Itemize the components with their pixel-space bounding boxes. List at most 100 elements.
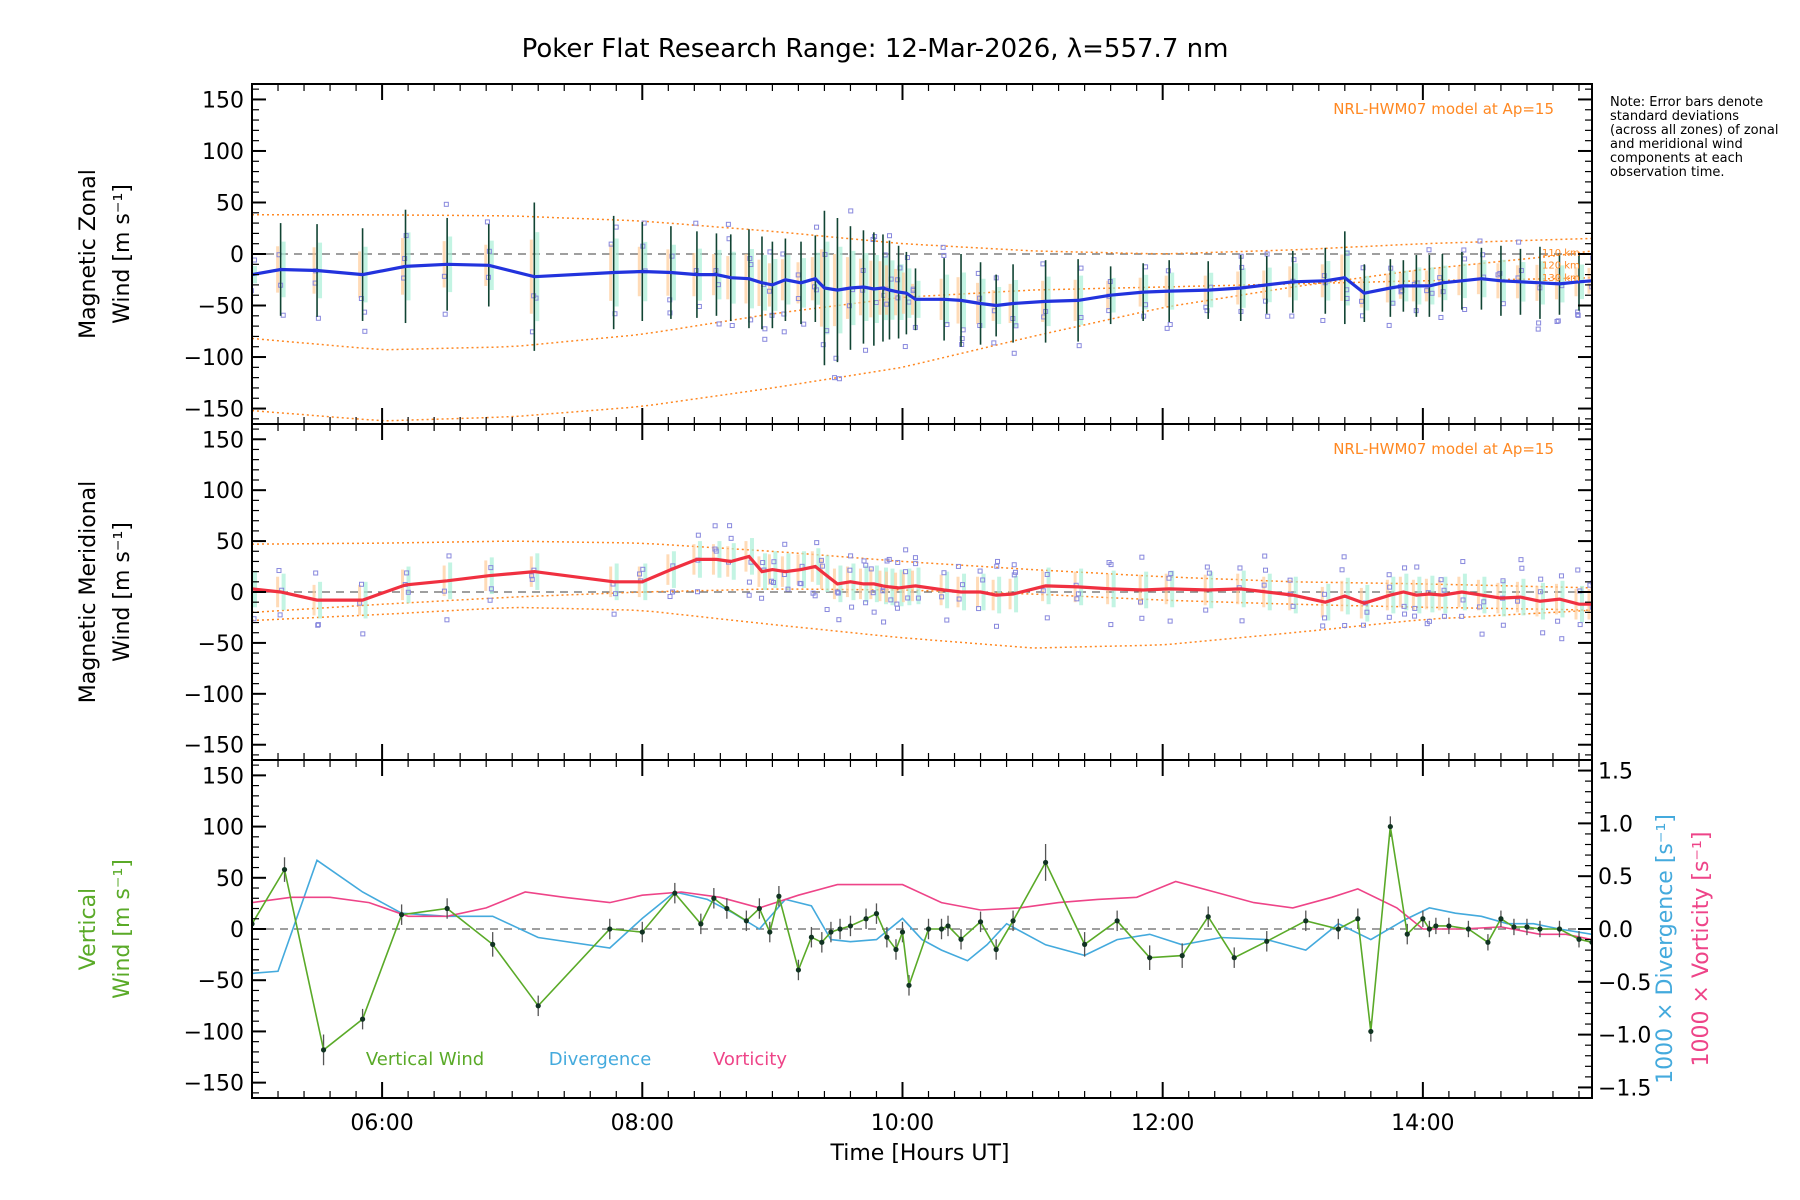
vertical-wind-point bbox=[1420, 916, 1426, 922]
zone-sample bbox=[959, 336, 965, 342]
zone-sample bbox=[1500, 622, 1506, 628]
zone-sample bbox=[1516, 239, 1522, 245]
zone-sample bbox=[1515, 598, 1521, 604]
y2-tick-label: 0.5 bbox=[1598, 865, 1633, 890]
zone-sample bbox=[913, 561, 919, 567]
zone-sample bbox=[1261, 582, 1267, 588]
zone-sample bbox=[887, 233, 893, 239]
vertical-wind-point bbox=[893, 946, 899, 953]
zone-sample bbox=[1290, 603, 1296, 609]
zone-sample bbox=[443, 201, 449, 207]
zone-sample bbox=[358, 296, 364, 302]
zone-sample bbox=[276, 568, 282, 574]
zone-sample bbox=[1078, 315, 1084, 321]
zone-sample bbox=[1386, 614, 1392, 620]
vertical-wind-point bbox=[1205, 914, 1211, 920]
legend-entry: Divergence bbox=[549, 1049, 652, 1070]
zone-sample bbox=[727, 523, 733, 529]
vertical-wind-point bbox=[1404, 931, 1410, 937]
zone-sample bbox=[895, 559, 901, 565]
zone-sample bbox=[1518, 557, 1524, 563]
zone-sample bbox=[993, 623, 999, 629]
vertical-wind-point bbox=[1524, 924, 1530, 930]
vertical-wind-point bbox=[1264, 938, 1270, 944]
zone-sample bbox=[712, 546, 718, 552]
zone-sample bbox=[1076, 343, 1082, 349]
zone-sample bbox=[613, 224, 619, 230]
vertical-wind-point bbox=[958, 936, 964, 942]
zone-sample bbox=[1589, 604, 1592, 610]
zone-sample bbox=[1044, 615, 1050, 621]
zone-sample bbox=[313, 570, 319, 576]
zone-sample bbox=[746, 592, 752, 598]
zone-sample bbox=[768, 578, 774, 584]
zone-sample bbox=[863, 600, 869, 606]
zone-sample bbox=[1341, 554, 1347, 560]
model-curve bbox=[252, 214, 1592, 255]
y-tick-label: 0 bbox=[230, 918, 244, 943]
zone-sample bbox=[1165, 268, 1171, 274]
zone-sample bbox=[801, 321, 807, 327]
x-tick-label: 06:00 bbox=[350, 1111, 413, 1136]
zone-sample bbox=[832, 375, 838, 381]
zone-sample bbox=[488, 565, 494, 571]
y-tick-label: 100 bbox=[202, 816, 244, 841]
panel-meridional: −150 −100 −50 0 50 100 150 Magnetic Meridional W… bbox=[76, 423, 1593, 761]
y-tick-label: 150 bbox=[202, 428, 244, 453]
zone-sample bbox=[1518, 268, 1524, 274]
vertical-wind-line bbox=[252, 826, 1592, 1052]
divergence-axis-title: 1000 × Divergence [s⁻¹] bbox=[1653, 814, 1678, 1084]
zone-sample bbox=[484, 219, 490, 225]
zone-sample bbox=[781, 329, 787, 335]
y2-tick-label: −0.5 bbox=[1598, 971, 1651, 996]
zone-sample bbox=[797, 580, 803, 586]
zone-sample bbox=[488, 586, 494, 592]
zone-sample bbox=[848, 553, 854, 559]
legend-entry: Vertical Wind bbox=[366, 1049, 484, 1070]
zone-sample bbox=[1412, 613, 1418, 619]
zone-sample bbox=[1012, 569, 1018, 575]
y-tick-label: 100 bbox=[202, 140, 244, 165]
vertical-wind-point bbox=[925, 926, 932, 932]
zone-sample bbox=[849, 604, 855, 610]
zone-sample bbox=[404, 570, 410, 576]
zone-sample bbox=[1402, 611, 1408, 617]
zone-sample bbox=[955, 563, 961, 569]
zone-sample bbox=[881, 619, 887, 625]
y-tick-label: 0 bbox=[230, 581, 244, 606]
zone-sample bbox=[944, 322, 950, 328]
zone-sample bbox=[767, 249, 773, 255]
vertical-wind-point bbox=[873, 911, 880, 917]
zone-sample bbox=[836, 617, 842, 623]
zone-sample bbox=[1459, 613, 1465, 619]
zone-sample bbox=[847, 567, 853, 573]
zone-sample bbox=[785, 586, 791, 592]
zone-sample bbox=[1497, 270, 1503, 276]
zone-sample bbox=[915, 595, 921, 601]
zone-sample bbox=[760, 560, 766, 566]
zone-sample bbox=[1575, 309, 1581, 315]
zone-sample bbox=[1167, 618, 1173, 624]
zone-sample bbox=[487, 597, 493, 603]
zone-sample bbox=[1321, 273, 1327, 279]
zone-sample bbox=[1263, 567, 1269, 573]
zone-sample bbox=[880, 588, 886, 594]
zone-sample bbox=[252, 616, 257, 622]
zone-sample bbox=[1011, 572, 1017, 578]
zone-sample bbox=[762, 326, 768, 332]
vertical-wind-point bbox=[847, 923, 854, 929]
zone-sample bbox=[1204, 564, 1210, 570]
zone-sample bbox=[277, 612, 283, 618]
zone-sample bbox=[1040, 261, 1046, 267]
zone-sample bbox=[1519, 565, 1525, 571]
panel-vertical: Vertical Wind Divergence Vorticity −150 −100… bbox=[76, 759, 1714, 1136]
zone-sample bbox=[637, 571, 643, 577]
vertical-wind-point bbox=[756, 905, 762, 912]
meridional-wind-line bbox=[252, 554, 1592, 606]
vertical-wind-point bbox=[795, 967, 802, 973]
vertical-wind-point bbox=[938, 926, 945, 932]
zone-sample bbox=[994, 563, 1000, 569]
zone-sample bbox=[1477, 238, 1483, 244]
